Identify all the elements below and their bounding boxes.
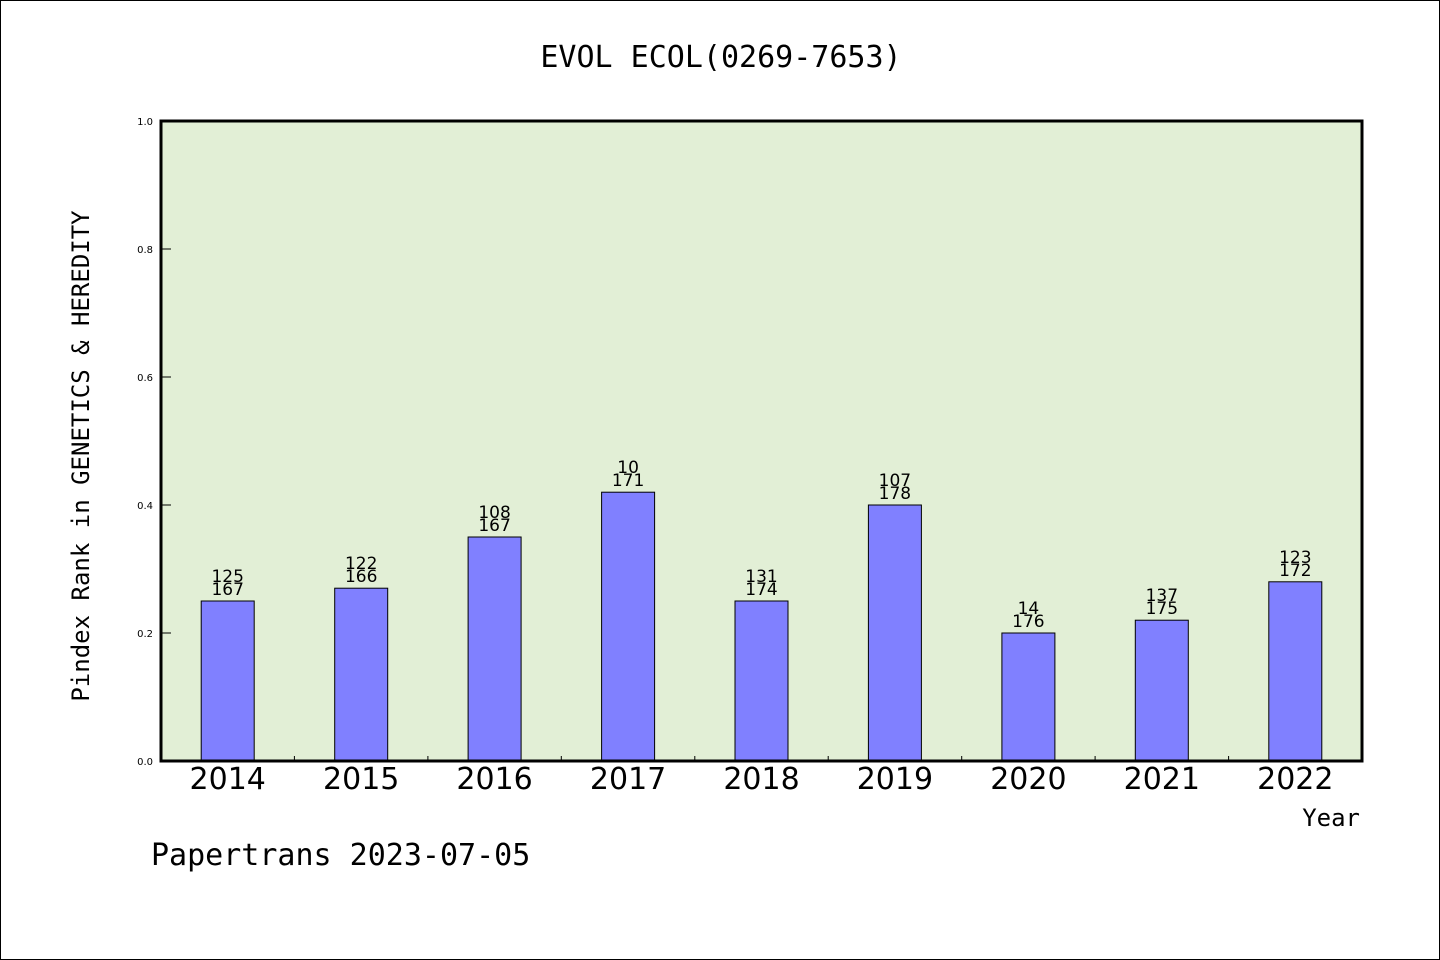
bar-2021 [1134, 619, 1189, 762]
plot-border [159, 119, 1364, 763]
y-axis-label: Pindex Rank in GENETICS & HEREDITY [67, 210, 95, 702]
x-tick-label-2019: 2019 [857, 762, 933, 797]
x-tick-label-2014: 2014 [190, 762, 266, 797]
data-label-total-2014: 167 [211, 580, 243, 600]
bars-layer [200, 491, 1323, 762]
data-label-rank-2015: 122 [345, 554, 377, 574]
footer-watermark: Papertrans 2023-07-05 [151, 838, 530, 873]
data-label-total-2021: 175 [1146, 599, 1178, 619]
data-label-rank-2018: 131 [745, 567, 777, 587]
x-tick-label-2021: 2021 [1124, 762, 1200, 797]
bar-2022 [1268, 581, 1323, 762]
y-tick-label: 0.0 [137, 757, 153, 768]
x-axis: 2014 2015 2016 2017 2018 2019 2020 2021 2022 [190, 756, 1333, 797]
x-tick-label-2017: 2017 [590, 762, 666, 797]
y-tick-label: 0.2 [137, 629, 153, 640]
data-label-total-2015: 166 [345, 567, 377, 587]
data-label-total-2018: 174 [745, 580, 777, 600]
data-label-rank-2020: 14 [1018, 599, 1040, 619]
data-label-total-2019: 178 [879, 484, 911, 504]
x-axis-label: Year [1302, 804, 1360, 832]
y-tick-label: 0.4 [137, 501, 153, 512]
x-tick-label-2018: 2018 [723, 762, 799, 797]
bar-2015 [334, 587, 389, 762]
data-label-total-2016: 167 [478, 516, 510, 536]
x-tick-label-2015: 2015 [323, 762, 399, 797]
bar-2019 [867, 504, 922, 762]
y-tick-label: 0.8 [137, 245, 153, 256]
y-tick-label: 0.6 [137, 373, 153, 384]
chart-title: EVOL ECOL(0269-7653) [540, 40, 901, 75]
x-tick-label-2016: 2016 [456, 762, 532, 797]
data-label-rank-2022: 123 [1279, 548, 1311, 568]
y-tick-label: 1.0 [137, 117, 153, 128]
bar-2014 [200, 600, 255, 762]
data-label-rank-2014: 125 [211, 567, 243, 587]
data-label-rank-2019: 107 [879, 471, 911, 491]
bar-2016 [467, 536, 522, 762]
data-label-rank-2016: 108 [478, 503, 510, 523]
data-label-total-2020: 176 [1012, 612, 1044, 632]
data-label-total-2017: 171 [612, 471, 644, 491]
x-tick-label-2020: 2020 [990, 762, 1066, 797]
bar-2017 [601, 491, 656, 762]
data-label-total-2022: 172 [1279, 561, 1311, 581]
data-label-rank-2017: 10 [617, 458, 639, 478]
bar-2018 [734, 600, 789, 762]
bar-2020 [1001, 632, 1056, 762]
x-tick-label-2022: 2022 [1257, 762, 1333, 797]
data-label-rank-2021: 137 [1146, 586, 1178, 606]
